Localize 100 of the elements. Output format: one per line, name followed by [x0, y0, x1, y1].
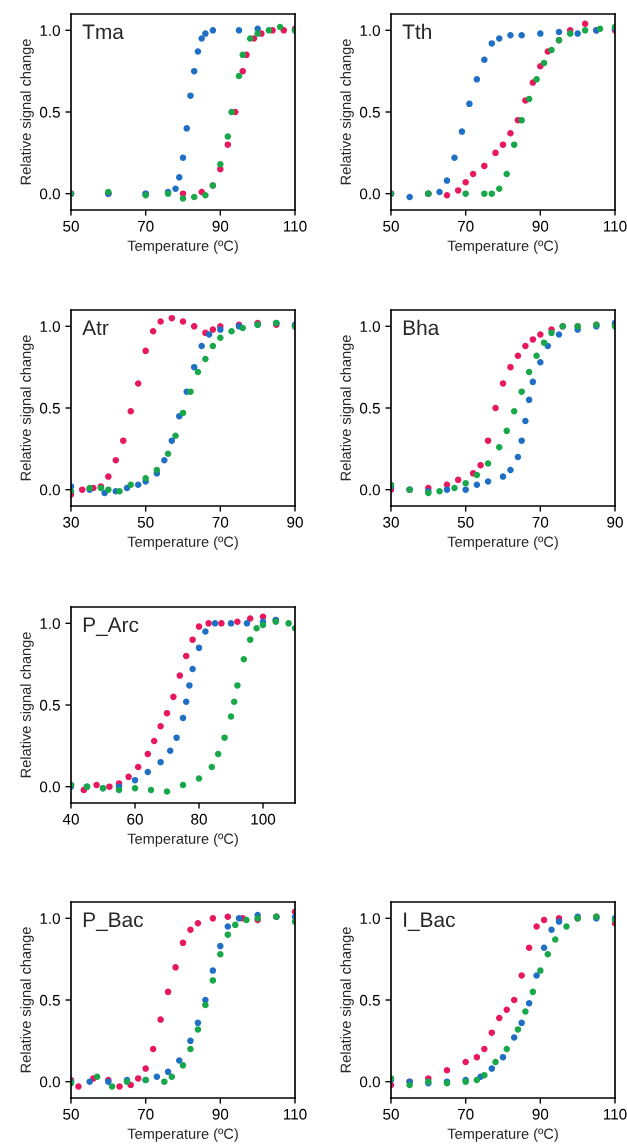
y-tick-label: 0.5: [359, 402, 380, 414]
point: [496, 443, 503, 451]
x-axis-title: Temperature (ºC): [447, 1128, 558, 1142]
point: [522, 1008, 529, 1015]
point: [93, 1073, 101, 1081]
point: [202, 628, 209, 635]
point: [230, 698, 238, 705]
x-tick-label: 70: [457, 220, 474, 232]
point: [202, 30, 209, 37]
point: [134, 763, 142, 771]
point: [127, 408, 134, 415]
x-tick-label: 110: [603, 1108, 627, 1120]
point: [510, 1034, 518, 1041]
point: [451, 484, 458, 492]
point: [218, 620, 225, 627]
point: [163, 709, 171, 717]
y-axis-title: Relative signal change: [340, 39, 354, 185]
point: [473, 481, 481, 489]
point: [540, 916, 548, 924]
point: [234, 682, 241, 689]
point: [259, 621, 267, 629]
chart-title: Tth: [402, 23, 431, 40]
x-axis-title: Temperature (ºC): [127, 240, 238, 254]
point: [190, 67, 198, 75]
point: [202, 192, 209, 199]
point: [105, 486, 112, 493]
point: [243, 620, 251, 627]
point: [134, 481, 142, 489]
point: [529, 378, 537, 386]
y-tick-label: 1.0: [40, 913, 60, 925]
point: [142, 1065, 149, 1072]
point: [492, 1058, 499, 1066]
point: [481, 190, 488, 197]
point: [507, 363, 514, 371]
point: [454, 187, 462, 194]
point: [529, 336, 537, 343]
y-tick-label: 0.5: [39, 994, 60, 1006]
point: [149, 1045, 157, 1053]
point: [552, 936, 559, 943]
point: [540, 944, 548, 951]
point: [563, 923, 570, 930]
point: [195, 623, 203, 630]
point: [194, 368, 202, 376]
point: [537, 967, 544, 974]
point: [179, 154, 187, 161]
x-tick-label: 30: [63, 516, 79, 528]
point: [208, 763, 216, 771]
point: [164, 1068, 172, 1076]
point: [172, 432, 179, 440]
y-tick-label: 0.0: [359, 1076, 380, 1088]
point: [209, 915, 217, 922]
point: [172, 964, 179, 971]
point: [187, 1045, 194, 1053]
point: [544, 951, 552, 958]
point: [164, 450, 172, 457]
x-tick-label: 90: [287, 516, 303, 528]
point: [499, 380, 507, 387]
point: [182, 698, 190, 705]
point: [525, 396, 533, 404]
point: [144, 768, 152, 776]
point: [108, 1083, 116, 1090]
point: [522, 417, 529, 425]
y-axis-title: Relative signal change: [20, 927, 34, 1073]
point: [443, 486, 451, 493]
y-axis-title: Relative signal change: [340, 335, 354, 481]
x-tick-label: 30: [383, 516, 399, 528]
point: [161, 457, 168, 464]
point: [555, 28, 563, 36]
point: [466, 100, 473, 108]
y-tick-label: 0.0: [39, 484, 60, 496]
point: [228, 108, 235, 116]
chart-title: Atr: [82, 320, 109, 336]
point: [525, 944, 533, 951]
point: [548, 329, 555, 337]
point: [211, 620, 219, 627]
point: [462, 1058, 469, 1066]
point: [496, 1014, 503, 1022]
point: [514, 453, 522, 461]
point: [198, 35, 205, 42]
point: [106, 783, 113, 790]
y-tick-label: 1.0: [360, 913, 380, 925]
point: [510, 141, 518, 148]
point: [234, 618, 241, 625]
point: [157, 318, 164, 325]
x-tick-label: 100: [251, 813, 276, 825]
point: [507, 129, 514, 137]
x-tick-label: 90: [532, 1108, 549, 1120]
point: [265, 27, 273, 34]
point: [209, 326, 217, 333]
point: [533, 352, 540, 359]
x-tick-label: 90: [212, 220, 229, 232]
point: [161, 1078, 168, 1085]
point: [134, 380, 142, 387]
point: [217, 334, 224, 342]
point: [202, 355, 209, 363]
point: [518, 972, 525, 979]
point: [507, 466, 514, 474]
y-tick-label: 0.0: [39, 188, 60, 200]
point: [518, 1019, 525, 1027]
point: [173, 734, 180, 741]
